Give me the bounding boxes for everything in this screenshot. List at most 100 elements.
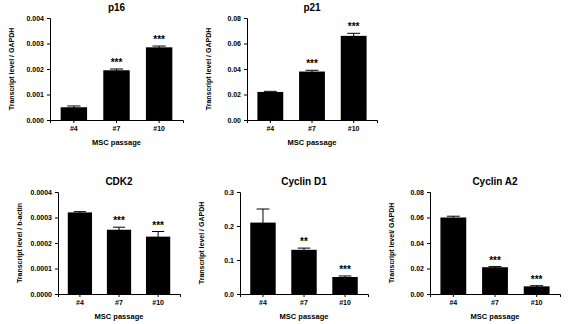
y-tick-mark — [47, 18, 50, 19]
y-tick-label: 0.2 — [224, 223, 234, 230]
significance-label: *** — [306, 58, 318, 69]
significance-label: *** — [152, 220, 164, 231]
bar — [68, 212, 92, 294]
y-tick-label: 0.02 — [227, 91, 241, 98]
x-axis: #4#7#10 — [59, 294, 181, 306]
x-tick-label: #10 — [152, 299, 164, 306]
bar — [482, 267, 508, 294]
x-tick: #10 — [153, 120, 165, 132]
x-tick-label: #7 — [113, 125, 121, 132]
x-axis-title: MSC passage — [92, 138, 141, 147]
plot-area — [68, 212, 170, 294]
x-tick-mark — [345, 294, 346, 297]
y-tick-label: 0.00 — [227, 117, 241, 124]
x-tick: #10 — [348, 120, 360, 132]
error-cap — [67, 105, 80, 106]
error-bar — [153, 46, 166, 49]
y-tick: 0.000 — [26, 117, 50, 124]
x-tick-mark — [353, 120, 354, 123]
y-tick-label: 0.003 — [26, 40, 44, 47]
x-tick-mark — [270, 120, 271, 123]
error-bar — [257, 209, 270, 236]
bar — [341, 36, 367, 120]
x-axis: #4#7#10 — [248, 120, 378, 132]
x-tick: #7 — [115, 294, 123, 306]
y-tick-mark — [244, 69, 247, 70]
error-bar — [74, 212, 86, 214]
y-tick-mark — [55, 218, 58, 219]
plot-area — [257, 33, 366, 120]
error-bar — [110, 69, 123, 72]
bar — [332, 277, 357, 294]
y-axis-line — [244, 19, 248, 121]
error-bar — [67, 106, 80, 109]
significance-label: *** — [153, 34, 165, 45]
error-bar — [489, 267, 502, 268]
x-axis: #4#7#10 — [241, 294, 369, 306]
panel: ******0.00000.00010.00020.00030.0004#4#7… — [16, 176, 181, 321]
y-tick-mark — [427, 218, 430, 219]
x-tick-mark — [119, 294, 120, 297]
bar — [146, 47, 172, 120]
error-stem — [304, 248, 305, 251]
plot-area — [250, 209, 357, 294]
x-tick-mark — [304, 294, 305, 297]
bar — [61, 107, 87, 120]
y-tick-label: 0.1 — [224, 257, 234, 264]
y-tick-mark — [237, 192, 240, 193]
y-tick-label: 0.0004 — [31, 189, 53, 196]
x-axis: #4 #7 #10 — [51, 120, 184, 132]
y-tick: 0.0000 — [31, 291, 58, 298]
y-tick-mark — [55, 243, 58, 244]
y-tick-mark — [237, 226, 240, 227]
bar — [146, 237, 170, 294]
error-bar — [298, 248, 311, 251]
plot-area — [61, 46, 173, 120]
panel: ******0.000.020.040.060.08#4#7#10p21MSC … — [205, 2, 378, 147]
x-tick: #4 — [70, 120, 78, 132]
bar — [291, 250, 316, 294]
y-tick-mark — [237, 294, 240, 295]
error-bar — [306, 70, 319, 73]
x-axis-line — [59, 295, 181, 298]
y-tick: 0.0004 — [31, 189, 58, 196]
y-tick-label: 0.08 — [227, 15, 241, 22]
y-axis: 0.000.020.040.060.08 — [410, 189, 430, 298]
significance-label: *** — [489, 255, 501, 266]
bar — [103, 70, 129, 120]
x-tick-label: #4 — [266, 125, 274, 132]
x-tick: #4 — [266, 120, 274, 132]
significance-label: *** — [113, 215, 125, 226]
y-tick-label: 0.0002 — [31, 240, 53, 247]
error-bar — [447, 216, 460, 219]
x-tick-mark — [159, 120, 160, 123]
error-cap — [347, 33, 360, 34]
y-tick: 0.06 — [410, 214, 430, 221]
x-tick: #10 — [152, 294, 164, 306]
y-tick: 0.08 — [410, 189, 430, 196]
y-tick: 0.003 — [26, 40, 50, 47]
y-axis-line — [237, 193, 241, 295]
y-tick-mark — [47, 120, 50, 121]
y-tick-mark — [55, 192, 58, 193]
y-tick: 0.0 — [224, 291, 240, 298]
chart-title: Cyclin D1 — [281, 176, 327, 187]
x-tick: #4 — [449, 294, 457, 306]
x-tick-label: #10 — [339, 299, 351, 306]
y-tick-label: 0.0 — [224, 291, 234, 298]
y-axis-title: Transcript level / GAPDH — [8, 28, 16, 110]
significance-label: *** — [111, 57, 123, 68]
y-tick-mark — [47, 95, 50, 96]
x-tick-label: #4 — [259, 299, 267, 306]
x-tick-label: #4 — [70, 125, 78, 132]
x-tick-mark — [536, 294, 537, 297]
y-tick-label: 0.3 — [224, 189, 234, 196]
y-tick-mark — [55, 269, 58, 270]
error-cap — [110, 69, 123, 70]
y-tick-label: 0.004 — [26, 15, 44, 22]
x-tick-mark — [79, 294, 80, 297]
significance-label: *** — [339, 264, 351, 275]
y-tick: 0.001 — [26, 91, 50, 98]
error-bar — [113, 227, 125, 232]
plot-area — [440, 216, 549, 294]
